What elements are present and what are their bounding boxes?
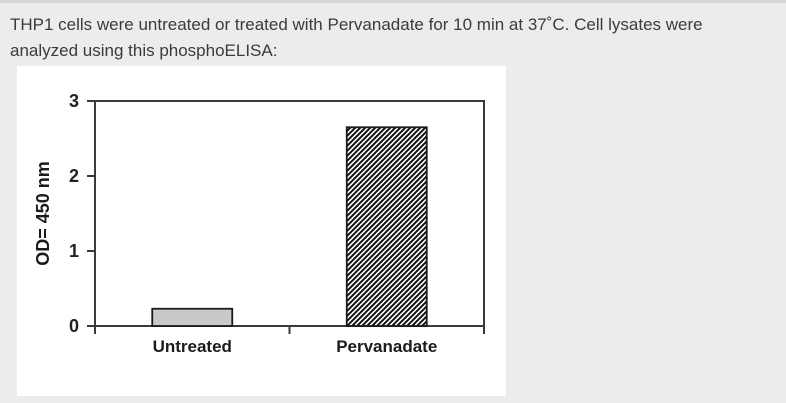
bar-untreated (151, 307, 234, 327)
category-label: Untreated (153, 337, 232, 356)
y-axis-title: OD= 450 nm (33, 161, 53, 266)
caption-line-1: THP1 cells were untreated or treated wit… (10, 15, 703, 34)
y-tick-label: 2 (69, 166, 79, 186)
bar-pervanadate (345, 126, 428, 327)
chart-panel: 0 1 2 3 Untreated Pervanadate OD= 450 nm (17, 66, 506, 396)
y-tick-label: 0 (69, 316, 79, 336)
y-tick-label: 1 (69, 241, 79, 261)
y-tick-label: 3 (69, 91, 79, 111)
category-label: Pervanadate (336, 337, 437, 356)
bar-chart: 0 1 2 3 Untreated Pervanadate OD= 450 nm (33, 91, 485, 356)
caption-line-2: analyzed using this phosphoELISA: (10, 41, 278, 60)
caption-text: THP1 cells were untreated or treated wit… (0, 3, 786, 64)
